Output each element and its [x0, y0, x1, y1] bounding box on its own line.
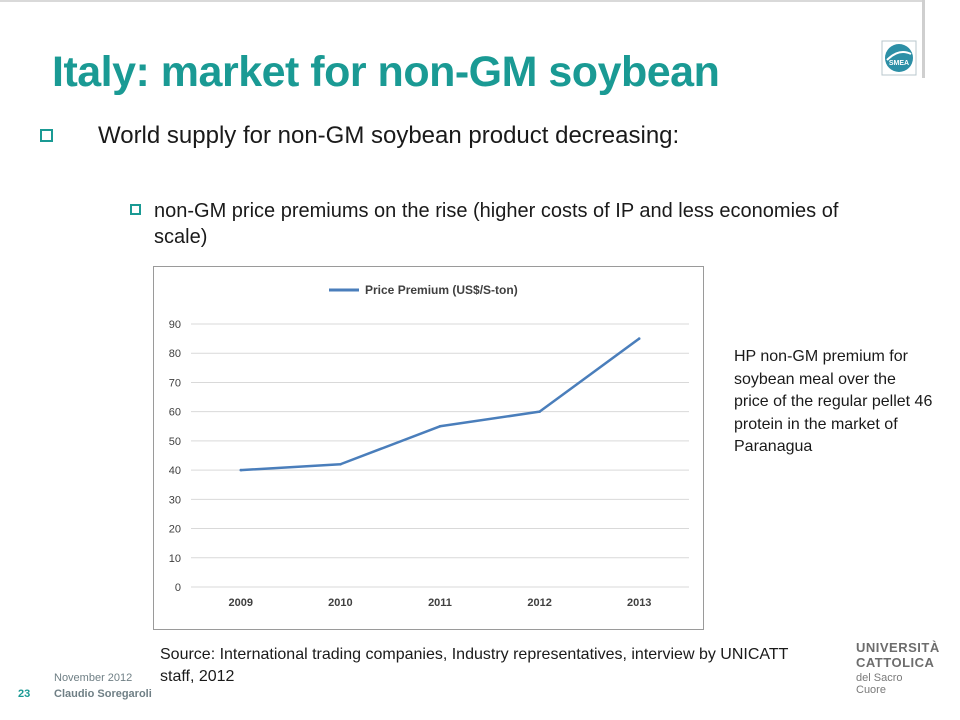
data-point — [438, 424, 442, 428]
y-tick-label: 40 — [169, 465, 181, 477]
bullet-level-1: World supply for non-GM soybean product … — [40, 120, 856, 152]
smea-logo-text: SMEA — [889, 60, 909, 67]
source-note: Source: International trading companies,… — [160, 646, 789, 685]
x-tick-label: 2012 — [527, 597, 551, 609]
y-tick-label: 0 — [175, 582, 181, 594]
y-tick-label: 30 — [169, 494, 181, 506]
data-point — [538, 410, 541, 413]
y-tick-label: 10 — [169, 553, 181, 565]
university-logo-line1: UNIVERSITÀ — [856, 640, 940, 655]
data-point — [239, 468, 243, 472]
y-tick-label: 90 — [169, 319, 181, 331]
side-note: HP non-GM premium for soybean meal over … — [734, 348, 933, 455]
y-tick-label: 50 — [169, 436, 181, 448]
x-tick-label: 2013 — [627, 597, 651, 609]
slide-title: Italy: market for non-GM soybean — [52, 48, 720, 96]
y-tick-label: 80 — [169, 348, 181, 360]
top-rule — [0, 0, 924, 2]
bullet-level-2: non-GM price premiums on the rise (highe… — [130, 198, 858, 250]
university-logo: UNIVERSITÀ CATTOLICA del Sacro Cuore — [846, 632, 939, 696]
legend-label: Price Premium (US$/S-ton) — [365, 283, 518, 297]
data-point — [339, 462, 342, 466]
bullet-1-text: World supply for non-GM soybean product … — [98, 122, 680, 149]
page-number: 23 — [18, 688, 31, 700]
x-tick-label: 2010 — [328, 597, 352, 609]
y-tick-label: 70 — [169, 377, 181, 389]
footer-date: November 2012 — [54, 672, 133, 684]
university-logo-line3: del Sacro Cuore — [856, 672, 903, 696]
x-tick-label: 2011 — [428, 597, 452, 609]
square-bullet-icon — [40, 129, 53, 142]
data-point — [637, 337, 641, 340]
bullet-2-text: non-GM price premiums on the rise (highe… — [154, 200, 839, 248]
smea-logo: SMEA — [881, 40, 917, 76]
side-rule — [922, 0, 925, 78]
chart-frame — [153, 266, 704, 630]
footer-author: Claudio Soregaroli — [54, 688, 152, 700]
university-logo-line2: CATTOLICA — [856, 655, 935, 670]
y-tick-label: 60 — [169, 407, 181, 419]
x-tick-label: 2009 — [229, 597, 253, 609]
square-bullet-icon — [130, 204, 141, 215]
price-premium-chart: 0 10 20 30 40 50 60 70 80 90 2009 2010 2011 2012 2013 P… — [153, 266, 704, 630]
y-tick-label: 20 — [169, 524, 181, 536]
